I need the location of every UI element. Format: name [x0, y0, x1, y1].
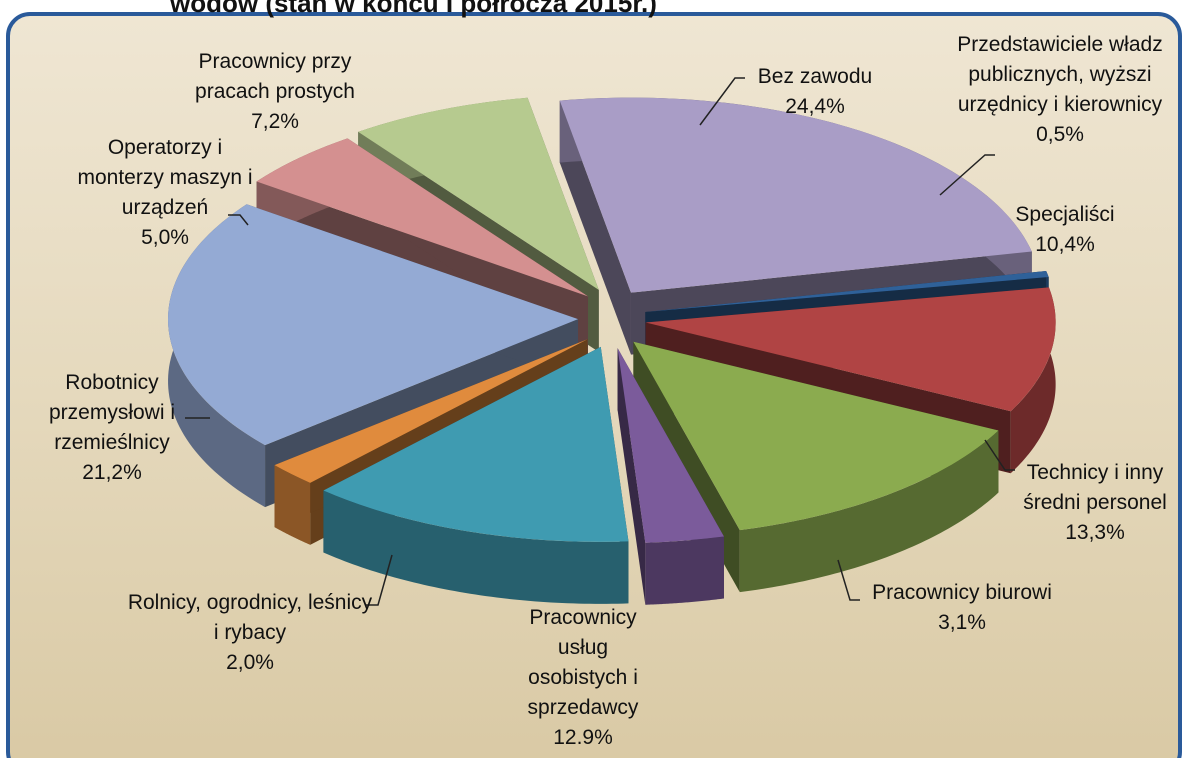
chart-title: wodów (stan w końcu I półrocza 2015r.)	[170, 0, 657, 18]
slice-tops	[168, 97, 1056, 543]
leader-line	[837, 559, 860, 601]
category-label: Pracownicy usług osobistych i sprzedawcy	[527, 606, 639, 719]
leader-line	[228, 214, 249, 226]
value-label: 3,1%	[938, 611, 986, 634]
slice	[645, 287, 1056, 412]
slice	[645, 270, 1049, 313]
slice-label: Rolnicy, ogrodnicy, leśnicy i rybacy 2,0%	[125, 588, 375, 678]
slice-label: Robotnicy przemysłowi i rzemieślnicy 21,2…	[27, 368, 197, 488]
slice-label: Bez zawodu 24,4%	[740, 62, 890, 122]
leader-line	[939, 154, 995, 196]
slice	[256, 138, 588, 297]
pie	[168, 97, 1056, 605]
category-label: Specjaliści	[1015, 203, 1115, 226]
value-label: 13,3%	[1065, 521, 1125, 544]
slice-label: Technicy i inny średni personel 13,3%	[1010, 458, 1180, 548]
slice-outer-wall	[739, 430, 999, 593]
slice	[559, 97, 1032, 293]
slice	[168, 204, 579, 446]
value-label: 10,4%	[1035, 233, 1095, 256]
category-label: Rolnicy, ogrodnicy, leśnicy i rybacy	[127, 591, 373, 644]
value-label: 24,4%	[785, 95, 845, 118]
category-label: Przedstawiciele władz publicznych, wyższ…	[957, 33, 1163, 116]
category-label: Pracownicy przy pracach prostych	[195, 50, 355, 103]
leader-line	[699, 77, 745, 126]
slice-outer-wall	[1010, 287, 1056, 474]
leader-line	[984, 439, 1015, 471]
value-label: 5,0%	[141, 226, 189, 249]
slice-label: Pracownicy usług osobistych i sprzedawcy…	[518, 603, 648, 753]
value-label: 0,5%	[1036, 123, 1084, 146]
slice-outer-wall	[645, 536, 724, 605]
category-label: Technicy i inny średni personel	[1023, 461, 1167, 514]
slice	[274, 339, 588, 483]
slice	[617, 348, 724, 543]
slice-outer-wall	[274, 465, 311, 545]
slice-wall	[559, 100, 631, 355]
slice-label: Operatorzy i monterzy maszyn i urządzeń 5…	[63, 133, 268, 253]
category-label: Bez zawodu	[757, 65, 873, 88]
slice-label: Pracownicy biurowi 3,1%	[857, 578, 1067, 638]
leader-lines	[185, 77, 1015, 606]
value-label: 2,0%	[226, 651, 274, 674]
value-label: 21,2%	[82, 461, 142, 484]
slice	[323, 346, 629, 542]
slice-label: Specjaliści 10,4%	[1005, 200, 1125, 260]
category-label: Operatorzy i monterzy maszyn i urządzeń	[77, 136, 253, 219]
slice-label: Pracownicy przy pracach prostych 7,2%	[173, 47, 378, 137]
category-label: Robotnicy przemysłowi i rzemieślnicy	[48, 371, 176, 454]
value-label: 12.9%	[553, 726, 613, 749]
slice	[358, 97, 599, 290]
leader-line	[365, 554, 393, 606]
slice-label: Przedstawiciele władz publicznych, wyższ…	[955, 30, 1165, 150]
value-label: 7,2%	[251, 110, 299, 133]
slice-outer-wall	[323, 490, 629, 604]
slice-wall	[617, 348, 646, 605]
category-label: Pracownicy biurowi	[872, 581, 1052, 604]
slice	[633, 341, 999, 531]
